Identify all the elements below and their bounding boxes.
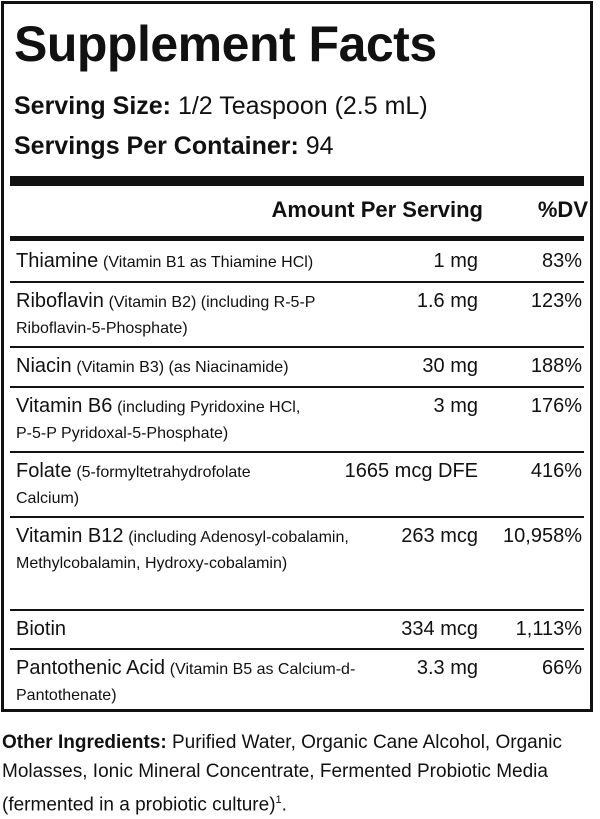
nutrient-row-niacin: Niacin (Vitamin B3) (as Niacinamide) 30 … <box>10 348 584 388</box>
nutrient-main-name: Pantothenic Acid <box>16 657 165 679</box>
nutrient-row-biotin: Biotin 334 mcg 1,113% <box>10 611 584 650</box>
panel-title: Supplement Facts <box>14 16 437 72</box>
nutrient-dv: 416% <box>530 460 582 482</box>
dv-header: %DV <box>537 197 588 222</box>
nutrient-detail: (including Adenosyl-cobalamin, Methylcob… <box>16 529 349 572</box>
supplement-facts-panel <box>1 1 593 712</box>
nutrient-name: Pantothenic Acid (Vitamin B5 as Calcium-… <box>16 656 366 708</box>
nutrient-detail: (Vitamin B5 as Calcium-d-Pantothenate) <box>16 661 356 704</box>
other-ingredients: Other Ingredients: Purified Water, Organ… <box>2 728 598 819</box>
nutrient-amount: 1 mg <box>433 250 478 272</box>
servings-per-container-value: 94 <box>305 132 334 160</box>
nutrient-detail: (including Pyridoxine HCl, P-5-P Pyridox… <box>16 399 301 442</box>
footnote-marker: 1 <box>275 794 282 806</box>
nutrient-main-name: Riboflavin <box>16 290 104 312</box>
nutrient-main-name: Biotin <box>16 618 67 640</box>
nutrient-name: Vitamin B12 (including Adenosyl-cobalami… <box>16 524 351 576</box>
nutrient-detail: (Vitamin B2) (including R-5-P Riboflavin… <box>16 294 316 337</box>
thick-divider <box>10 176 584 186</box>
nutrient-detail: (5-formyltetrahydrofolate Calcium) <box>16 464 251 507</box>
nutrient-dv: 123% <box>530 290 582 312</box>
nutrient-dv: 66% <box>541 657 582 679</box>
serving-size-label: Serving Size: <box>14 92 171 120</box>
nutrient-dv: 10,958% <box>503 525 582 547</box>
nutrient-row-thiamine: Thiamine (Vitamin B1 as Thiamine HCl) 1 … <box>10 243 584 283</box>
nutrient-name: Folate (5-formyltetrahydrofolate Calcium… <box>16 459 316 511</box>
nutrient-main-name: Niacin <box>16 355 72 377</box>
nutrient-main-name: Thiamine <box>16 250 99 272</box>
nutrient-amount: 334 mcg <box>401 618 478 640</box>
other-ingredients-text: Purified Water, Organic Cane Alcohol, Or… <box>2 732 563 816</box>
nutrient-row-riboflavin: Riboflavin (Vitamin B2) (including R-5-P… <box>10 283 584 348</box>
nutrient-detail: (Vitamin B1 as Thiamine HCl) <box>103 254 314 271</box>
nutrient-amount: 1665 mcg DFE <box>344 460 478 482</box>
nutrient-amount: 30 mg <box>422 355 478 377</box>
nutrient-amount: 3.3 mg <box>416 657 478 679</box>
servings-per-container: Servings Per Container: 94 <box>14 131 334 161</box>
nutrient-name: Thiamine (Vitamin B1 as Thiamine HCl) <box>16 249 406 275</box>
nutrient-row-vitamin-b12: Vitamin B12 (including Adenosyl-cobalami… <box>10 518 584 611</box>
nutrient-row-folate: Folate (5-formyltetrahydrofolate Calcium… <box>10 453 584 518</box>
header-divider <box>10 236 584 241</box>
nutrient-amount: 1.6 mg <box>416 290 478 312</box>
nutrient-name: Niacin (Vitamin B3) (as Niacinamide) <box>16 354 406 380</box>
nutrient-name: Biotin <box>16 617 366 643</box>
servings-per-container-label: Servings Per Container: <box>14 132 299 160</box>
nutrient-dv: 188% <box>530 355 582 377</box>
other-ingredients-end: . <box>281 794 287 816</box>
nutrient-row-pantothenic-acid: Pantothenic Acid (Vitamin B5 as Calcium-… <box>10 650 584 706</box>
nutrient-name: Riboflavin (Vitamin B2) (including R-5-P… <box>16 289 366 341</box>
nutrient-main-name: Vitamin B6 <box>16 395 113 417</box>
nutrient-row-vitamin-b6: Vitamin B6 (including Pyridoxine HCl, P-… <box>10 388 584 453</box>
amount-per-serving-header: Amount Per Serving <box>271 197 483 222</box>
nutrient-main-name: Folate <box>16 460 72 482</box>
nutrient-main-name: Vitamin B12 <box>16 525 124 547</box>
serving-size: Serving Size: 1/2 Teaspoon (2.5 mL) <box>14 91 428 121</box>
serving-size-value: 1/2 Teaspoon (2.5 mL) <box>177 92 428 120</box>
nutrient-detail: (Vitamin B3) (as Niacinamide) <box>76 359 289 376</box>
nutrient-dv: 83% <box>541 250 582 272</box>
nutrient-amount: 3 mg <box>433 395 478 417</box>
nutrient-dv: 176% <box>530 395 582 417</box>
other-ingredients-label: Other Ingredients: <box>2 732 167 753</box>
nutrient-name: Vitamin B6 (including Pyridoxine HCl, P-… <box>16 394 316 446</box>
nutrient-amount: 263 mcg <box>401 525 478 547</box>
nutrient-dv: 1,113% <box>515 618 582 640</box>
